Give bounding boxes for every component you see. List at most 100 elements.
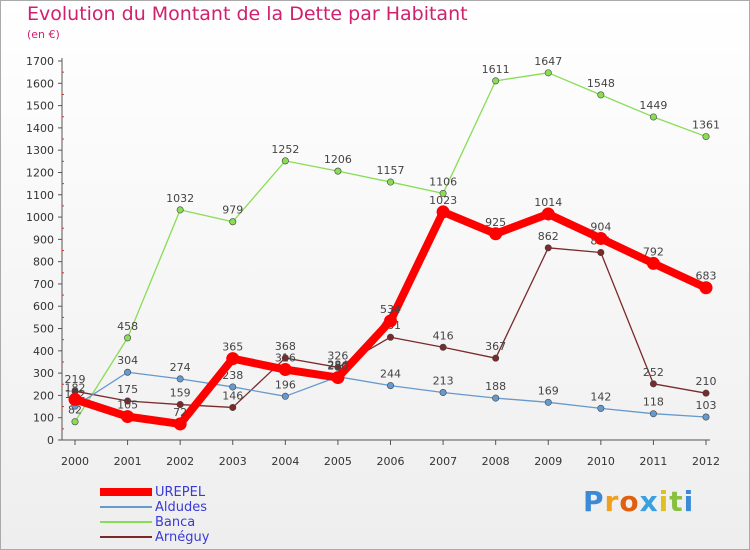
data-label-urepel: 904 [590, 220, 611, 233]
data-label-arn-guy: 367 [485, 340, 506, 353]
data-point-banca [544, 69, 552, 77]
x-tick-label: 2001 [114, 455, 142, 468]
data-point-aldudes [229, 383, 237, 391]
x-tick-label: 2005 [324, 455, 352, 468]
data-label-aldudes: 244 [380, 368, 401, 381]
data-point-arn-guy [176, 401, 184, 409]
data-label-aldudes: 196 [275, 378, 296, 391]
data-label-banca: 1106 [429, 175, 457, 188]
data-label-arn-guy: 175 [117, 383, 138, 396]
data-label-urepel: 365 [222, 341, 243, 354]
y-tick-label: 1600 [26, 77, 54, 90]
data-label-arn-guy: 146 [222, 389, 243, 402]
data-point-arn-guy [124, 397, 132, 405]
data-point-banca [649, 113, 657, 121]
data-point-urepel [384, 314, 397, 328]
y-tick-label: 300 [33, 367, 54, 380]
data-label-urepel: 72 [173, 406, 187, 419]
data-point-banca [702, 133, 710, 141]
data-point-urepel [331, 371, 345, 385]
y-tick-label: 1300 [26, 144, 54, 157]
y-tick-label: 0 [47, 434, 54, 447]
data-label-urepel: 316 [275, 352, 296, 365]
legend-swatch [100, 536, 152, 538]
data-label-aldudes: 238 [222, 369, 243, 382]
y-tick-label: 200 [33, 389, 54, 402]
data-point-banca [439, 189, 447, 197]
legend-swatch [100, 488, 152, 496]
data-label-aldudes: 274 [170, 361, 191, 374]
data-label-arn-guy: 416 [433, 329, 454, 342]
y-tick-label: 100 [33, 412, 54, 425]
data-point-arn-guy [702, 389, 710, 397]
data-label-urepel: 1023 [429, 194, 457, 207]
legend-swatch [100, 521, 152, 523]
x-tick-label: 2003 [219, 455, 247, 468]
data-label-banca: 1611 [482, 63, 510, 76]
data-point-urepel [594, 231, 608, 245]
data-label-arn-guy: 252 [643, 366, 664, 379]
data-point-urepel [436, 205, 450, 219]
data-point-banca [492, 77, 500, 85]
x-tick-label: 2009 [534, 455, 562, 468]
data-label-urepel: 1014 [534, 196, 562, 209]
legend-label: UREPEL [155, 485, 206, 500]
data-label-banca: 82 [68, 404, 82, 417]
data-point-arn-guy [439, 343, 447, 351]
data-point-urepel [278, 363, 292, 377]
data-label-aldudes: 103 [696, 399, 717, 412]
proxiti-logo: Proxiti [583, 485, 695, 518]
data-point-banca [597, 91, 605, 99]
y-tick-label: 1700 [26, 55, 54, 68]
x-tick-label: 2008 [482, 455, 510, 468]
data-label-banca: 979 [222, 204, 243, 217]
data-label-arn-guy: 326 [327, 349, 348, 362]
y-tick-label: 1200 [26, 166, 54, 179]
x-tick-label: 2010 [587, 455, 615, 468]
legend-label: Banca [155, 515, 196, 530]
y-tick-label: 800 [33, 256, 54, 269]
data-point-banca [176, 206, 184, 214]
data-point-aldudes [649, 410, 657, 418]
x-tick-label: 2000 [61, 455, 89, 468]
chart-subtitle: (en €) [27, 28, 60, 41]
data-point-urepel [646, 256, 660, 270]
data-label-urepel: 534 [380, 303, 401, 316]
data-label-urepel: 280 [327, 360, 348, 373]
data-point-aldudes [176, 375, 184, 383]
data-point-arn-guy [334, 363, 342, 371]
legend-swatch [100, 506, 152, 508]
x-tick-label: 2012 [692, 455, 720, 468]
data-point-aldudes [124, 368, 132, 376]
x-tick-label: 2002 [166, 455, 194, 468]
data-point-urepel [173, 417, 187, 431]
data-point-urepel [121, 410, 135, 424]
data-label-urepel: 792 [643, 245, 664, 258]
x-tick-label: 2006 [377, 455, 405, 468]
x-tick-label: 2011 [639, 455, 667, 468]
data-label-banca: 1361 [692, 119, 720, 132]
data-label-arn-guy: 862 [538, 230, 559, 243]
data-label-arn-guy: 219 [65, 373, 86, 386]
data-label-banca: 1157 [377, 164, 405, 177]
data-point-banca [386, 178, 394, 186]
data-point-aldudes [386, 382, 394, 390]
data-point-aldudes [281, 392, 289, 400]
data-label-banca: 458 [117, 320, 138, 333]
data-point-aldudes [439, 389, 447, 397]
data-point-urepel [541, 207, 555, 221]
y-tick-label: 700 [33, 278, 54, 291]
data-label-arn-guy: 210 [696, 375, 717, 388]
data-label-urepel: 683 [696, 270, 717, 283]
data-point-banca [229, 218, 237, 226]
data-label-aldudes: 188 [485, 380, 506, 393]
data-label-aldudes: 118 [643, 396, 664, 409]
chart-title: Evolution du Montant de la Dette par Hab… [27, 3, 468, 25]
data-label-arn-guy: 368 [275, 340, 296, 353]
data-point-urepel [226, 352, 240, 366]
data-label-banca: 1206 [324, 153, 352, 166]
data-label-urepel: 925 [485, 216, 506, 229]
data-point-aldudes [544, 398, 552, 406]
